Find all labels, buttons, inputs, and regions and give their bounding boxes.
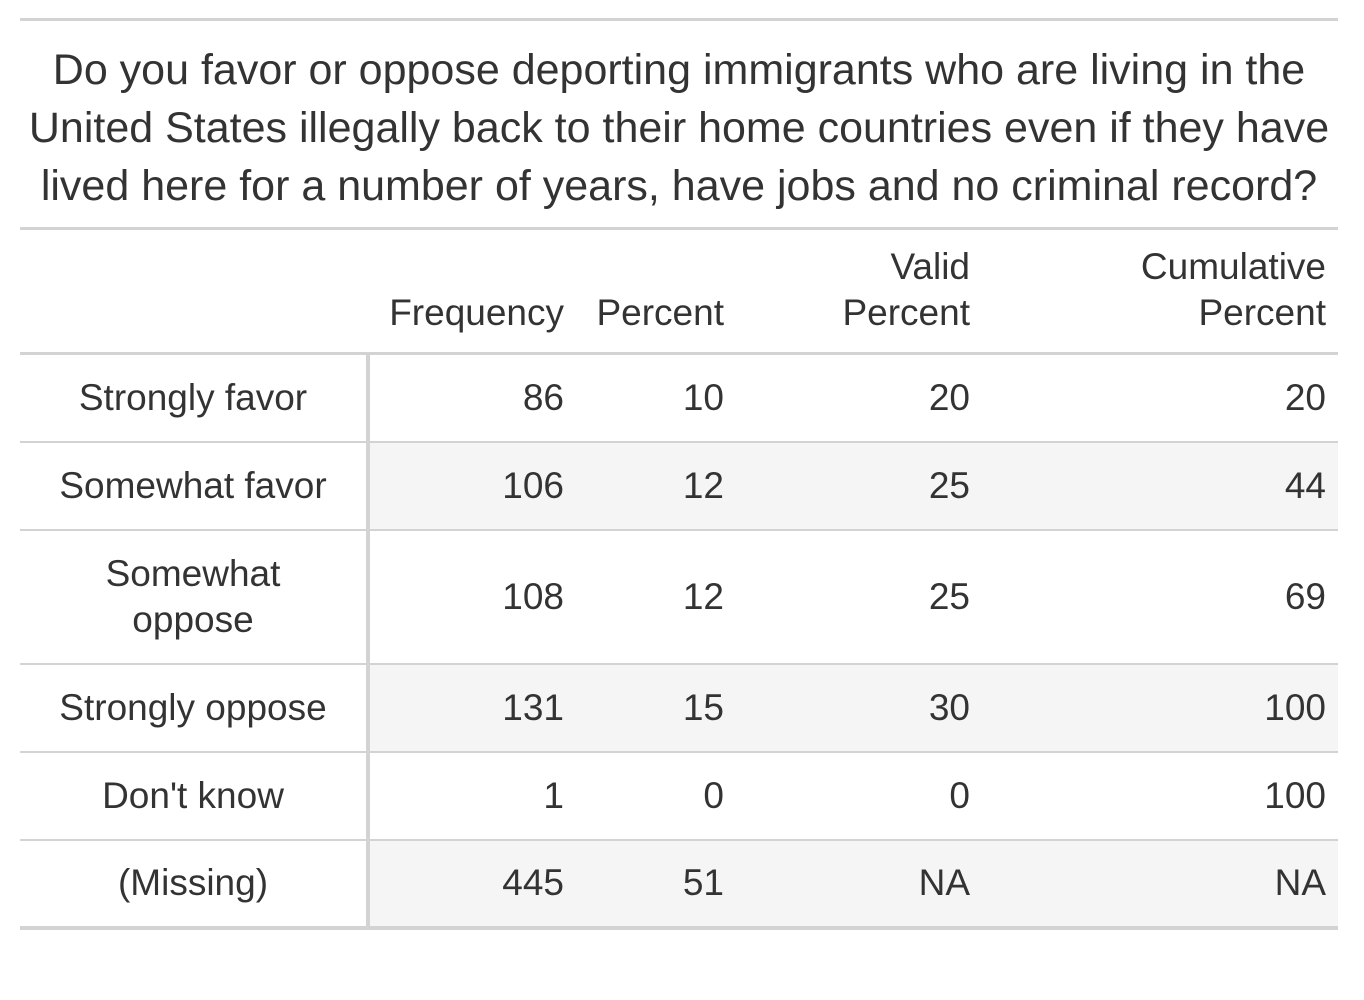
cell-cumulative-percent: 69 (982, 529, 1338, 665)
cell-percent: 15 (576, 663, 736, 753)
table-row: Somewhat favor 106 12 25 44 (20, 441, 1338, 531)
cell-cumulative-percent: 100 (982, 751, 1338, 841)
frequency-table: Do you favor or oppose deporting immigra… (20, 18, 1338, 930)
row-label: Strongly favor (20, 353, 370, 443)
header-cumulative-bottom: Percent (1198, 292, 1326, 333)
cell-valid-percent: 25 (736, 529, 982, 665)
cell-cumulative-percent: 100 (982, 663, 1338, 753)
cell-valid-percent: 20 (736, 353, 982, 443)
header-cumulative-top: Cumulative (1140, 246, 1326, 287)
table-row: Somewhat oppose 108 12 25 69 (20, 529, 1338, 665)
header-frequency: Frequency (368, 230, 576, 355)
table-row: Don't know 1 0 0 100 (20, 751, 1338, 841)
cell-percent: 12 (576, 529, 736, 665)
cell-percent: 12 (576, 441, 736, 531)
header-cumulative-percent: Cumulative Percent (982, 230, 1338, 355)
table-title: Do you favor or oppose deporting immigra… (20, 18, 1338, 230)
cell-valid-percent: NA (736, 839, 982, 930)
table-row: Strongly oppose 131 15 30 100 (20, 663, 1338, 753)
cell-frequency: 86 (368, 353, 576, 443)
cell-valid-percent: 30 (736, 663, 982, 753)
cell-percent: 0 (576, 751, 736, 841)
cell-frequency: 131 (368, 663, 576, 753)
header-row: Frequency Percent Valid Percent Cumulativ… (20, 230, 1338, 355)
row-label: Somewhat oppose (20, 529, 370, 665)
cell-frequency: 106 (368, 441, 576, 531)
table-row: (Missing) 445 51 NA NA (20, 839, 1338, 930)
cell-cumulative-percent: NA (982, 839, 1338, 930)
row-label: Strongly oppose (20, 663, 370, 753)
cell-frequency: 1 (368, 751, 576, 841)
cell-percent: 51 (576, 839, 736, 930)
row-label: Somewhat favor (20, 441, 370, 531)
header-valid-top: Valid (890, 246, 970, 287)
cell-percent: 10 (576, 353, 736, 443)
header-valid-bottom: Percent (842, 292, 970, 333)
cell-valid-percent: 25 (736, 441, 982, 531)
data-table: Frequency Percent Valid Percent Cumulativ… (20, 230, 1338, 930)
header-valid-percent: Valid Percent (736, 230, 982, 355)
header-percent: Percent (576, 230, 736, 355)
cell-cumulative-percent: 20 (982, 353, 1338, 443)
cell-cumulative-percent: 44 (982, 441, 1338, 531)
cell-valid-percent: 0 (736, 751, 982, 841)
cell-frequency: 108 (368, 529, 576, 665)
row-label: (Missing) (20, 839, 370, 930)
cell-frequency: 445 (368, 839, 576, 930)
row-label: Don't know (20, 751, 370, 841)
table-row: Strongly favor 86 10 20 20 (20, 353, 1338, 443)
stub-header (20, 230, 368, 355)
